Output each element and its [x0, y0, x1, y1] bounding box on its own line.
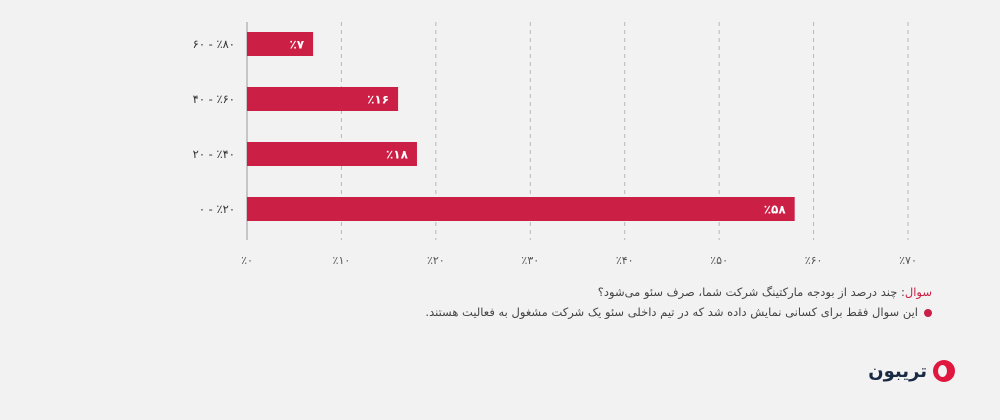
bar-value-label: ٪۷	[289, 38, 304, 52]
bar	[247, 87, 399, 111]
brand-name: تریبون	[868, 360, 927, 382]
category-label: ۰ - ٪۲۰	[199, 202, 235, 216]
question-label: سوال	[904, 285, 932, 299]
question-line: سوال: چند درصد از بودجه مارکتینگ شرکت شم…	[425, 282, 932, 302]
bar-value-label: ٪۱۶	[367, 93, 389, 107]
category-label: ۲۰ - ٪۴۰	[193, 147, 235, 161]
x-tick-label: ٪۷۰	[899, 254, 917, 267]
tribune-logo-icon	[933, 360, 955, 382]
x-tick-label: ٪۳۰	[521, 254, 539, 267]
x-tick-label: ٪۶۰	[805, 254, 823, 267]
chart-notes: سوال: چند درصد از بودجه مارکتینگ شرکت شم…	[425, 282, 932, 322]
bar	[247, 142, 417, 166]
bar-value-label: ٪۱۸	[386, 148, 409, 162]
x-tick-label: ٪۵۰	[710, 254, 728, 267]
bar-chart: ٪۰ ٪۱۰ ٪۲۰ ٪۳۰ ٪۴۰ ٪۵۰ ٪۶۰ ٪۷۰ ٪۷ ۶۰ - ٪۸۰ ٪۱۶ ۴۰ -…	[193, 22, 917, 267]
x-tick-label: ٪۰	[241, 254, 253, 267]
category-label: ۶۰ - ٪۸۰	[193, 37, 235, 51]
footnote-line: این سوال فقط برای کسانی نمایش داده شد که…	[425, 302, 932, 322]
x-tick-label: ٪۱۰	[333, 254, 351, 267]
category-label: ۴۰ - ٪۶۰	[193, 92, 235, 106]
question-text: : چند درصد از بودجه مارکتینگ شرکت شما، ص…	[597, 285, 905, 299]
bar-value-label: ٪۵۸	[764, 203, 787, 217]
footnote-text: این سوال فقط برای کسانی نمایش داده شد که…	[425, 305, 918, 319]
brand-logo: تریبون	[868, 360, 955, 382]
x-tick-label: ٪۲۰	[427, 254, 445, 267]
bar	[247, 32, 314, 56]
x-tick-label: ٪۴۰	[616, 254, 634, 267]
footnote-bullet-icon	[924, 308, 932, 317]
bar	[247, 197, 795, 221]
